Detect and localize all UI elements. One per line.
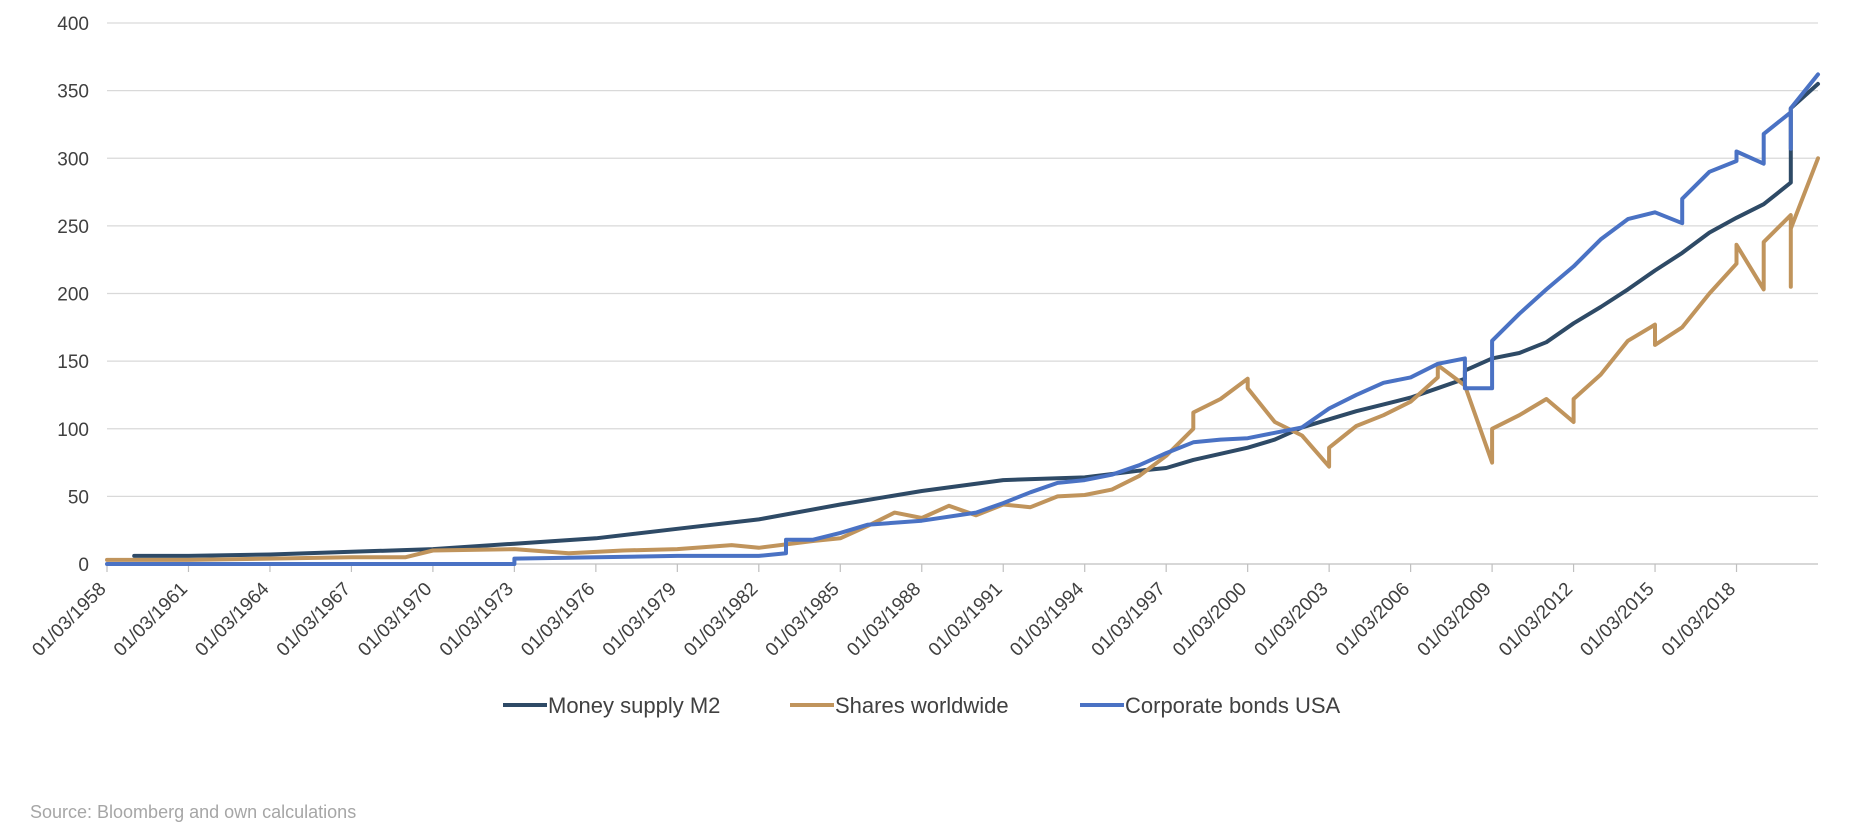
- x-tick-label: 01/03/1976: [517, 579, 599, 661]
- x-tick-label: 01/03/1985: [762, 579, 844, 661]
- x-tick-label: 01/03/1973: [436, 579, 518, 661]
- y-axis: 0 50 100 150 200 250 300 350 400: [57, 14, 89, 576]
- x-tick-label: 01/03/1988: [843, 579, 925, 661]
- x-tick-label: 01/03/1970: [354, 579, 436, 661]
- y-tick-label: 50: [68, 487, 89, 508]
- x-tick-label: 01/03/1967: [273, 579, 355, 661]
- x-tick-label: 01/03/2000: [1169, 579, 1251, 661]
- x-tick-label: 01/03/1997: [1088, 579, 1170, 661]
- y-tick-label: 300: [57, 149, 89, 170]
- legend-label: Money supply M2: [548, 693, 720, 718]
- y-tick-label: 250: [57, 217, 89, 238]
- series-line: [105, 72, 1820, 566]
- x-tick-label: 01/03/1979: [599, 579, 681, 661]
- y-tick-label: 400: [57, 14, 89, 35]
- series-lines: [105, 72, 1820, 566]
- x-tick-label: 01/03/2003: [1251, 579, 1333, 661]
- y-tick-label: 150: [57, 352, 89, 373]
- x-tick-label: 01/03/1982: [680, 579, 762, 661]
- y-tick-label: 350: [57, 82, 89, 103]
- series-line: [132, 81, 1820, 558]
- x-tick-label: 01/03/2018: [1658, 579, 1740, 661]
- legend-label: Shares worldwide: [835, 693, 1009, 718]
- y-tick-label: 0: [78, 555, 89, 576]
- source-note: Source: Bloomberg and own calculations: [30, 802, 357, 822]
- y-tick-label: 100: [57, 420, 89, 441]
- legend-label: Corporate bonds USA: [1125, 693, 1341, 718]
- y-tick-label: 200: [57, 285, 89, 306]
- x-tick-label: 01/03/2006: [1332, 579, 1414, 661]
- x-axis: 01/03/1958 01/03/1961 01/03/1964 01/03/1967…: [28, 564, 1740, 661]
- x-tick-label: 01/03/1991: [925, 579, 1007, 661]
- legend: Money supply M2 Shares worldwide Corporate…: [503, 693, 1341, 718]
- x-tick-label: 01/03/1958: [28, 579, 110, 661]
- x-tick-label: 01/03/1964: [191, 578, 273, 660]
- grid-lines: [107, 22, 1818, 565]
- x-tick-label: 01/03/2015: [1576, 579, 1658, 661]
- x-tick-label: 01/03/2009: [1414, 579, 1496, 661]
- x-tick-label: 01/03/1961: [110, 579, 192, 661]
- series-line: [105, 156, 1820, 562]
- x-tick-label: 01/03/1994: [1006, 578, 1088, 660]
- x-tick-label: 01/03/2012: [1495, 579, 1577, 661]
